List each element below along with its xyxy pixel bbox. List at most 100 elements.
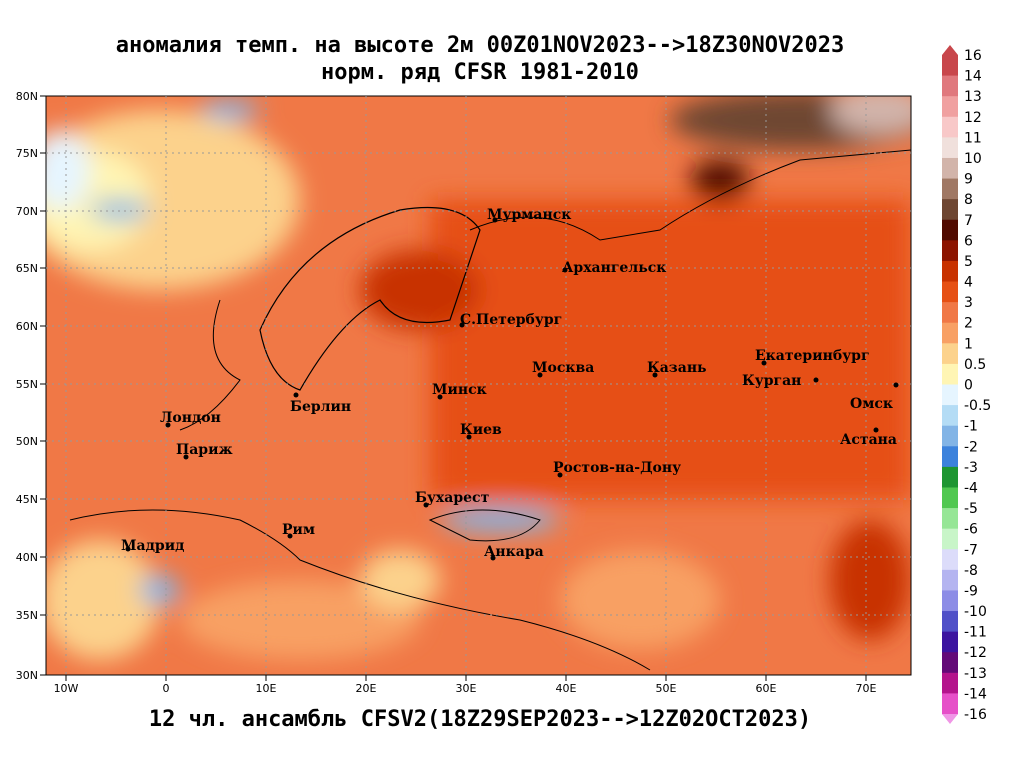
colorbar-label: 13: [964, 89, 982, 105]
lon-label: 10W: [54, 682, 79, 695]
colorbar-label: -5: [964, 501, 978, 517]
colorbar-label: -8: [964, 563, 978, 579]
colorbar-label: 14: [964, 69, 982, 85]
city-dot: [490, 555, 496, 561]
colorbar-segment: [942, 446, 958, 468]
colorbar-label: 5: [964, 254, 973, 270]
colorbar-label: -9: [964, 583, 978, 599]
city-dot: [183, 454, 189, 460]
lon-label: 0: [163, 682, 170, 695]
lon-label: 30E: [456, 682, 477, 695]
city-label: С.Петербург: [460, 312, 562, 328]
lat-label: 75N: [16, 147, 38, 160]
city-dot: [466, 434, 472, 440]
map-field: [46, 96, 911, 675]
colorbar-label: -1: [964, 419, 978, 435]
city-dot: [873, 427, 879, 433]
colorbar-segment: [942, 137, 958, 159]
colorbar-segment: [942, 363, 958, 385]
colorbar-label: 1: [964, 336, 973, 352]
colorbar-label: 6: [964, 233, 973, 249]
colorbar-label: 0.5: [964, 357, 986, 373]
city-label: Астана: [840, 432, 897, 448]
colorbar-segment: [942, 652, 958, 674]
colorbar-label: 7: [964, 213, 973, 229]
lat-label: 50N: [16, 435, 38, 448]
city-label: Киев: [460, 422, 502, 438]
lon-label: 70E: [856, 682, 877, 695]
colorbar-segment: [942, 157, 958, 180]
lat-label: 65N: [16, 262, 38, 275]
colorbar-label: -3: [964, 460, 978, 476]
colorbar-label: -7: [964, 542, 978, 558]
city-label: Мадрид: [121, 538, 184, 554]
city-label: Курган: [742, 373, 801, 389]
city-dot: [287, 533, 293, 539]
lon-label: 50E: [656, 682, 677, 695]
colorbar-label: -6: [964, 522, 978, 538]
colorbar-segment: [942, 343, 958, 365]
city-dot: [125, 546, 131, 552]
colorbar-label: -10: [964, 604, 987, 620]
colorbar-label: -2: [964, 439, 978, 455]
lat-label: 30N: [16, 669, 38, 682]
colorbar-label: -16: [964, 707, 987, 723]
colorbar-label: 4: [964, 275, 973, 291]
city-dot: [562, 267, 568, 273]
city-dot: [492, 217, 498, 223]
colorbar-label: 0: [964, 378, 973, 394]
colorbar-label: -12: [964, 645, 987, 661]
lat-label: 55N: [16, 378, 38, 391]
city-label: Казань: [647, 360, 707, 376]
colorbar-segment: [942, 508, 958, 530]
lon-label: 20E: [356, 682, 377, 695]
colorbar-segment: [942, 590, 958, 612]
colorbar-label: -0.5: [964, 398, 991, 414]
city-dot: [813, 377, 819, 383]
colorbar-label: 11: [964, 130, 982, 146]
lon-label: 60E: [756, 682, 777, 695]
lat-label: 70N: [16, 205, 38, 218]
city-dot: [761, 360, 767, 366]
colorbar-label: 2: [964, 316, 973, 332]
city-label: Ростов-на-Дону: [553, 460, 681, 476]
city-label: Бухарест: [415, 490, 490, 506]
colorbar-segment: [942, 281, 958, 303]
city-dot: [557, 472, 563, 478]
colorbar-segment: [942, 405, 958, 427]
map-frame: [45, 95, 912, 676]
graticule: [40, 95, 911, 681]
colorbar-segment: [942, 199, 958, 221]
colorbar-segment: [942, 487, 958, 509]
city-label: Минск: [432, 382, 487, 398]
city-label: Мурманск: [487, 207, 571, 223]
colorbar-segment: [942, 96, 958, 118]
colorbar-segment: [942, 302, 958, 324]
colorbar-arrow: [942, 714, 958, 724]
colorbar-segment: [942, 528, 958, 550]
lat-label: 80N: [16, 90, 38, 103]
colorbar-segment: [942, 219, 958, 241]
colorbar-segment: [942, 672, 958, 694]
colorbar-segment: [942, 178, 958, 200]
colorbar-segment: [942, 384, 958, 406]
lon-label: 40E: [556, 682, 577, 695]
title-line: норм. ряд CFSR 1981-2010: [321, 60, 639, 85]
colorbar-label: -4: [964, 480, 978, 496]
colorbar-label: 16: [964, 48, 982, 64]
city-label: Париж: [176, 442, 233, 458]
city-dot: [437, 394, 443, 400]
lat-label: 45N: [16, 493, 38, 506]
colorbar-segment: [942, 322, 958, 344]
city-label: Москва: [532, 360, 594, 376]
colorbar-segment: [942, 631, 958, 653]
city-label: Архангельск: [562, 260, 666, 276]
colorbar-segment: [942, 425, 958, 447]
city-dot: [459, 322, 465, 328]
colorbar-label: 8: [964, 192, 973, 208]
colorbar-segment: [942, 55, 958, 77]
city-label: Анкара: [484, 544, 544, 560]
city-label: Лондон: [160, 410, 221, 426]
colorbar-segment: [942, 466, 958, 488]
colorbar-segment: [942, 693, 958, 715]
